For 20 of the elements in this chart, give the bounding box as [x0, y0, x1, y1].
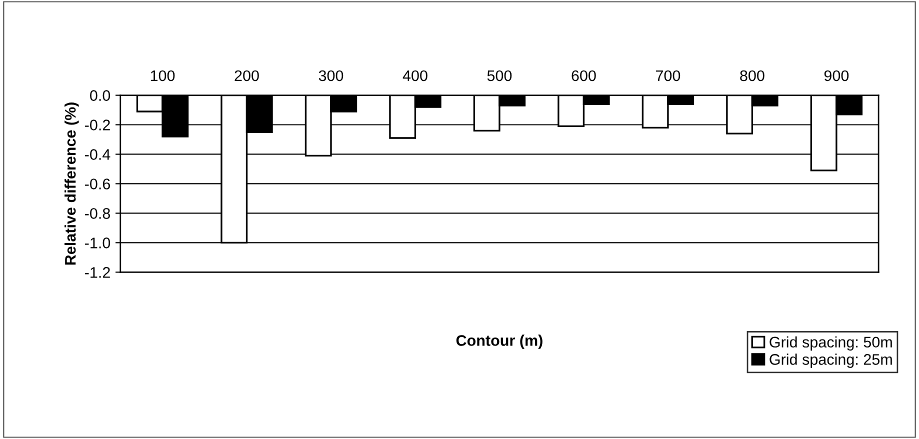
x-tick-label: 100	[150, 70, 175, 82]
legend-label: Grid spacing: 25m	[770, 354, 892, 368]
x-tick-label: 900	[824, 70, 849, 82]
y-tick-label: -1.2	[85, 267, 110, 278]
y-tick-label: 0.0	[90, 90, 110, 101]
legend-label: Grid spacing: 50m	[770, 336, 892, 351]
y-tick-label: -0.8	[85, 208, 110, 219]
x-tick-label: 600	[572, 70, 596, 82]
x-tick-label: 800	[740, 70, 764, 82]
x-tick-label: 300	[318, 70, 344, 82]
x-axis-title: Contour (m)	[456, 334, 542, 349]
x-tick-label: 200	[234, 70, 259, 82]
x-tick-label: 400	[402, 70, 428, 82]
y-axis-title: Relative difference (%)	[64, 102, 79, 265]
x-tick-label: 700	[656, 70, 680, 82]
y-tick-label: -0.4	[85, 149, 110, 160]
y-tick-label: -0.6	[85, 178, 110, 190]
y-tick-label: -0.2	[85, 120, 110, 130]
y-tick-label: -1.0	[85, 238, 110, 248]
x-tick-label: 500	[487, 70, 512, 82]
